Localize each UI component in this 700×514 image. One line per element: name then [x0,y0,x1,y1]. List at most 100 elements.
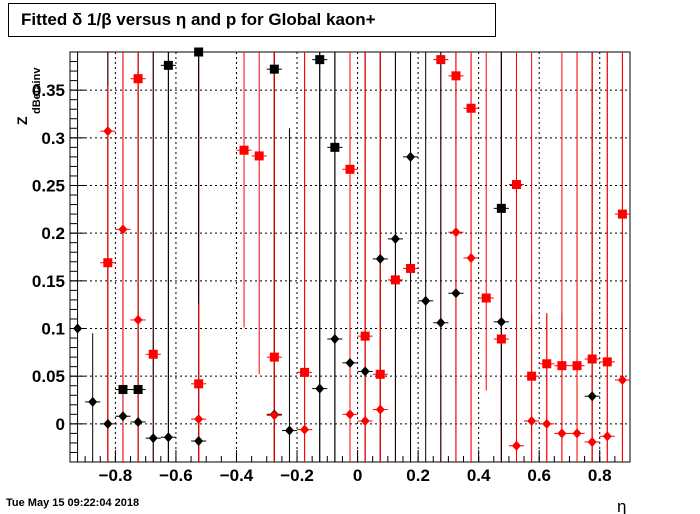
data-point-diamond [118,224,128,235]
data-point-diamond [375,253,385,264]
data-point-diamond [406,151,416,162]
data-point-square [451,71,461,81]
data-point-diamond [148,433,158,444]
y-tick-label: 0.25 [32,176,65,195]
data-point-square [269,64,279,74]
data-point-square [239,145,249,155]
data-point-diamond [360,416,370,426]
data-point-square [133,385,143,395]
data-point-diamond [133,314,143,325]
data-point-square [572,361,582,371]
data-point-square [496,203,506,213]
x-axis-label: η [617,497,626,514]
tick-labels: −0.8 −0.6 −0.4 −0.2 0 0.2 0.4 0.6 0.8 0 0.05 0.1 0.1… [32,81,612,485]
data-point-square [330,142,340,152]
data-point-diamond [557,428,567,439]
data-point-diamond [284,425,294,436]
data-point-diamond [587,391,597,402]
chart-title-box: Fitted δ 1/β versus η and p for Global k… [8,3,496,37]
x-tick-label: 0 [353,466,362,485]
data-point-diamond [315,383,325,394]
x-tick-label: −0.6 [159,466,193,485]
data-point-square [148,349,158,359]
data-point-square [375,369,385,379]
data-point-square [118,385,128,395]
data-point-square [466,103,476,113]
data-point-diamond [602,431,612,442]
data-point-diamond [572,428,582,439]
data-point-diamond [194,436,204,447]
x-tick-label: −0.2 [280,466,314,485]
data-point-diamond [511,440,521,451]
x-tick-label: 0.4 [467,466,491,485]
data-point-square [163,60,173,70]
data-point-diamond [133,416,143,427]
data-point-diamond [330,334,340,344]
data-point-square [511,180,521,190]
data-point-diamond [194,414,204,425]
data-point-diamond [163,432,173,443]
data-point-diamond [466,252,476,263]
data-point-diamond [375,404,385,415]
data-point-square [300,367,310,377]
data-point-square [587,354,597,364]
data-point-diamond [617,375,627,385]
chart-title: Fitted δ 1/β versus η and p for Global k… [21,10,376,29]
x-tick-label: 0.6 [527,466,551,485]
data-point-square [194,379,204,389]
data-point-diamond [390,233,400,244]
data-point-diamond [527,416,537,426]
data-point-diamond [345,357,355,368]
data-point-square [269,352,279,362]
data-point-square [133,74,143,84]
y-tick-label: 0.05 [32,367,65,386]
y-tick-label: 0.15 [32,272,65,291]
data-point-square [194,47,204,57]
data-point-square [542,359,552,369]
data-point-square [390,275,400,285]
y-tick-label: 0.35 [32,81,65,100]
x-tick-label: 0.2 [406,466,430,485]
data-point-diamond [587,436,597,447]
data-point-diamond [103,126,113,137]
y-tick-label: 0.2 [41,224,65,243]
data-point-square [360,331,370,341]
data-point-diamond [103,418,113,429]
x-tick-label: −0.4 [220,466,254,485]
data-markers [73,47,627,451]
y-tick-label: 0.3 [41,129,65,148]
data-point-square [527,371,537,381]
data-point-diamond [542,418,552,429]
y-tick-label: 0.1 [41,320,65,339]
x-tick-label: −0.8 [99,466,133,485]
data-point-diamond [300,424,310,435]
y-axis-sublabel: dBetainv [31,67,43,114]
data-point-diamond [360,366,370,377]
data-point-square [103,258,113,268]
data-point-square [315,55,325,65]
axis-ticks [70,51,631,463]
data-point-square [254,151,264,161]
data-point-square [345,164,355,174]
data-point-diamond [436,317,446,328]
data-point-diamond [73,323,83,334]
data-point-diamond [496,316,506,327]
data-point-square [496,334,506,344]
x-tick-label: 0.8 [588,466,612,485]
y-tick-label: 0 [56,415,65,434]
data-point-diamond [269,410,279,421]
data-point-diamond [421,295,431,306]
data-point-square [436,55,446,65]
timestamp: Tue May 15 09:22:04 2018 [6,497,140,509]
y-axis-label: Z [14,116,30,125]
error-bars [70,51,630,462]
data-point-square [602,357,612,367]
data-point-diamond [118,411,128,422]
data-point-diamond [451,288,461,299]
data-point-square [617,209,627,219]
data-point-diamond [451,227,461,238]
data-point-square [406,263,416,273]
data-point-square [481,293,491,303]
data-point-diamond [88,396,98,407]
data-point-diamond [345,409,355,420]
